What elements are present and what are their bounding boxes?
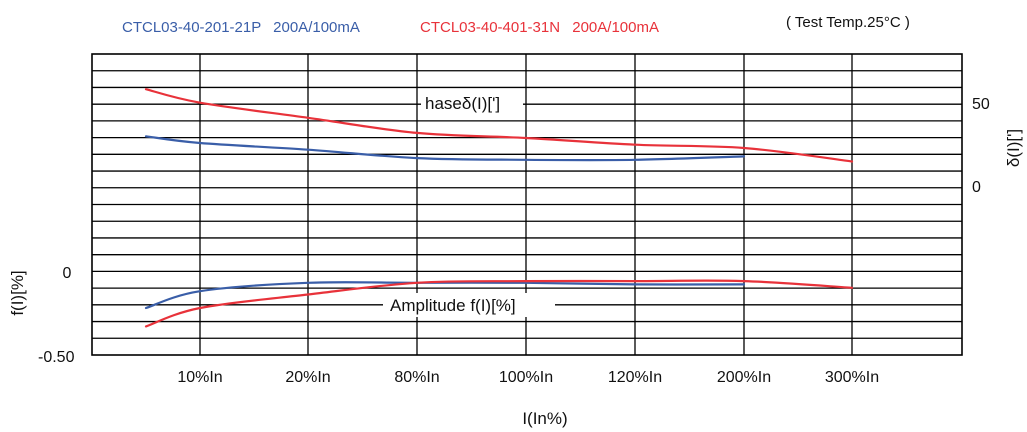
x-axis-label: I(In%): [522, 409, 567, 428]
phase-tick-0: 0: [972, 179, 981, 196]
x-tick-label: 80%In: [394, 369, 439, 386]
test-temperature-note: ( Test Temp.25°C ): [786, 14, 910, 31]
series-layer: [144, 88, 854, 328]
legend-series-a: CTCL03-40-201-21P 200A/100mA: [122, 19, 360, 36]
plot-frame: [91, 53, 963, 356]
legend-series-b-part: CTCL03-40-401-31N: [420, 19, 560, 36]
legend-series-b-rating: 200A/100mA: [572, 19, 659, 36]
amplitude-tick-neg-050: -0.50: [38, 349, 75, 366]
x-tick-label: 100%In: [499, 369, 553, 386]
amplitude-label-background: [383, 293, 555, 317]
phase-series-b-line: [144, 88, 854, 163]
amplitude-axis-label: f(I)[%]: [8, 270, 27, 315]
amplitude-tick-0: 0: [63, 265, 72, 282]
phase-curve-label: haseδ(I)[']: [425, 94, 500, 113]
phase-tick-50: 50: [972, 96, 990, 113]
grid: [92, 54, 962, 355]
phase-axis-label: δ(I)[']: [1004, 129, 1023, 167]
legend-series-b: CTCL03-40-401-31N 200A/100mA: [420, 19, 659, 36]
phase-label-background: [421, 91, 523, 115]
x-tick-labels: 10%In 20%In 80%In 100%In 120%In 200%In 300%In: [177, 369, 879, 386]
amplitude-curve-label: Amplitude f(I)[%]: [390, 296, 516, 315]
legend-series-a-part: CTCL03-40-201-21P: [122, 19, 261, 36]
x-tick-label: 200%In: [717, 369, 771, 386]
phase-series-a-line: [144, 135, 746, 162]
legend-series-a-rating: 200A/100mA: [273, 19, 360, 36]
x-tick-label: 300%In: [825, 369, 879, 386]
x-tick-label: 20%In: [285, 369, 330, 386]
x-tick-label: 10%In: [177, 369, 222, 386]
amplitude-series-b-line: [144, 279, 854, 328]
x-tick-label: 120%In: [608, 369, 662, 386]
